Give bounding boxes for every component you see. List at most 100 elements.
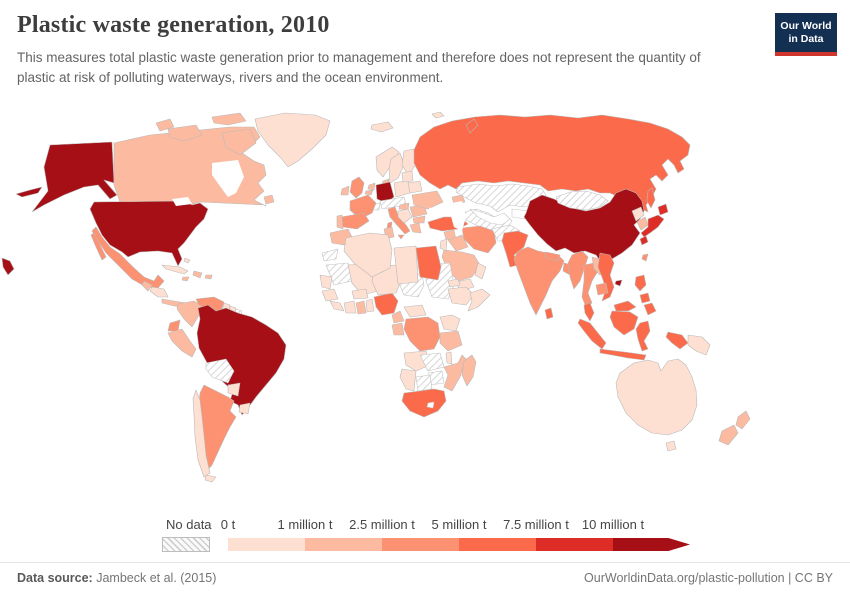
country-puerto-rico[interactable] xyxy=(204,274,213,280)
country-nepal[interactable] xyxy=(544,251,561,262)
country-guatemala[interactable] xyxy=(141,280,153,292)
country-ellesmere-island[interactable] xyxy=(211,112,247,126)
owid-logo[interactable]: Our World in Data xyxy=(775,13,837,57)
country-new-zealand-north[interactable] xyxy=(735,410,751,430)
country-united-kingdom[interactable] xyxy=(349,176,365,199)
country-united-states[interactable] xyxy=(89,200,209,267)
legend-no-data-swatch[interactable] xyxy=(162,537,210,552)
country-brazil[interactable] xyxy=(196,304,287,416)
country-hainan[interactable] xyxy=(614,279,623,287)
country-malaysia-peninsula[interactable] xyxy=(583,302,595,322)
country-australia[interactable] xyxy=(615,358,698,436)
country-nigeria[interactable] xyxy=(373,292,399,316)
country-finland[interactable] xyxy=(401,148,417,176)
country-lesotho[interactable] xyxy=(426,401,435,409)
country-iceland[interactable] xyxy=(370,121,394,133)
country-malawi[interactable] xyxy=(445,351,453,365)
world-choropleth-map[interactable] xyxy=(0,105,850,510)
country-java[interactable] xyxy=(599,348,647,361)
country-western-sahara[interactable] xyxy=(321,248,339,262)
country-colombia[interactable] xyxy=(176,300,203,328)
country-gabon-congo[interactable] xyxy=(391,322,405,336)
country-honduras-nicaragua[interactable] xyxy=(149,286,169,298)
country-central-african-republic[interactable] xyxy=(403,304,427,318)
country-bolivia[interactable] xyxy=(205,358,235,384)
country-united-states-aleutian-fragment[interactable] xyxy=(1,257,15,276)
country-sri-lanka[interactable] xyxy=(544,307,554,320)
country-ethiopia[interactable] xyxy=(447,286,475,306)
country-cambodia[interactable] xyxy=(595,282,609,296)
country-greenland[interactable] xyxy=(254,112,331,168)
country-west-papua[interactable] xyxy=(665,331,689,350)
country-north-korea[interactable] xyxy=(631,206,645,222)
license-link[interactable]: OurWorldinData.org/plastic-pollution | C… xyxy=(584,571,833,585)
country-poland[interactable] xyxy=(393,179,411,198)
country-zambia[interactable] xyxy=(419,352,445,372)
country-sicily[interactable] xyxy=(397,234,405,240)
country-japan-hokkaido[interactable] xyxy=(657,203,669,216)
country-uzbekistan[interactable] xyxy=(469,208,511,226)
country-belarus[interactable] xyxy=(407,180,423,194)
country-algeria[interactable] xyxy=(343,232,393,278)
country-russia[interactable] xyxy=(413,114,691,213)
country-sweden[interactable] xyxy=(388,152,405,184)
country-italy[interactable] xyxy=(387,206,411,235)
country-peru[interactable] xyxy=(167,328,197,358)
country-kalimantan[interactable] xyxy=(609,310,639,336)
legend-segment-2[interactable] xyxy=(382,538,459,551)
country-spain[interactable] xyxy=(340,212,370,230)
legend-segment-0[interactable] xyxy=(228,538,305,551)
country-tanzania[interactable] xyxy=(439,330,463,352)
country-philippines-mindanao[interactable] xyxy=(643,302,657,316)
country-svalbard[interactable] xyxy=(431,111,445,119)
country-uganda-kenya[interactable] xyxy=(439,314,461,332)
legend-segment-3[interactable] xyxy=(459,538,536,551)
country-ivory-coast[interactable] xyxy=(343,300,357,314)
country-japan-honshu[interactable] xyxy=(640,214,665,238)
country-guinea[interactable] xyxy=(321,288,339,302)
country-botswana[interactable] xyxy=(415,374,433,392)
legend-segment-1[interactable] xyxy=(305,538,382,551)
country-hispaniola[interactable] xyxy=(192,270,203,279)
country-south-africa[interactable] xyxy=(401,388,447,418)
legend-segment-5[interactable] xyxy=(613,538,690,551)
country-jamaica[interactable] xyxy=(181,276,190,282)
legend-color-bar[interactable] xyxy=(228,538,690,551)
country-cuba[interactable] xyxy=(161,264,189,275)
country-sakhalin[interactable] xyxy=(646,187,656,209)
country-togo-benin[interactable] xyxy=(365,298,375,313)
country-bulgaria[interactable] xyxy=(412,215,426,224)
country-balkans[interactable] xyxy=(397,208,413,224)
country-papua-new-guinea[interactable] xyxy=(687,334,711,356)
country-paraguay[interactable] xyxy=(227,382,241,397)
country-malaysia-borneo[interactable] xyxy=(613,300,637,312)
country-japan-kyushu[interactable] xyxy=(639,235,649,246)
country-newfoundland[interactable] xyxy=(263,194,275,205)
country-cameroon[interactable] xyxy=(391,310,405,324)
country-aleutian-islands[interactable] xyxy=(15,186,43,198)
country-baja-california[interactable] xyxy=(90,232,107,261)
country-libya[interactable] xyxy=(393,245,419,285)
country-dr-congo[interactable] xyxy=(403,316,441,352)
country-portugal[interactable] xyxy=(336,214,344,230)
country-iran[interactable] xyxy=(461,225,497,254)
country-new-zealand-south[interactable] xyxy=(718,424,739,446)
country-sulawesi[interactable] xyxy=(635,320,651,352)
country-jordan-israel[interactable] xyxy=(439,238,448,252)
country-iraq[interactable] xyxy=(447,234,469,252)
country-taiwan[interactable] xyxy=(641,253,649,262)
country-mozambique[interactable] xyxy=(443,354,467,392)
country-ecuador[interactable] xyxy=(167,319,181,332)
country-banks-island[interactable] xyxy=(155,118,175,132)
country-somalia[interactable] xyxy=(467,288,491,312)
country-sumatra[interactable] xyxy=(577,318,607,350)
country-sierra-leone-liberia[interactable] xyxy=(329,300,345,312)
country-ireland[interactable] xyxy=(340,185,350,196)
country-netherlands[interactable] xyxy=(367,182,376,191)
country-eritrea[interactable] xyxy=(447,278,461,288)
country-india[interactable] xyxy=(513,246,565,316)
country-novaya-zemlya[interactable] xyxy=(465,118,479,134)
country-alaska[interactable] xyxy=(31,141,118,213)
country-egypt[interactable] xyxy=(415,245,442,281)
country-oman[interactable] xyxy=(474,262,487,280)
